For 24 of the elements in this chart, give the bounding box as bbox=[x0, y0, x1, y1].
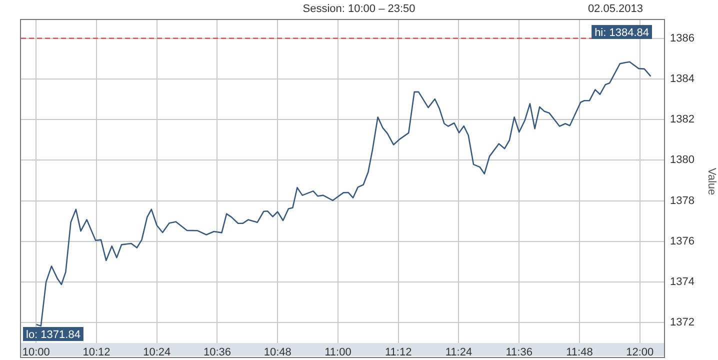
y-tick-label: 1372 bbox=[670, 316, 694, 329]
x-tick-label: 10:12 bbox=[82, 346, 110, 359]
x-tick-label: 11:24 bbox=[445, 346, 472, 359]
annotation: lo: 1371.84 bbox=[26, 329, 80, 342]
x-tick-label: 11:36 bbox=[506, 346, 532, 359]
x-tick-label: 10:36 bbox=[203, 346, 231, 359]
y-tick-label: 1374 bbox=[670, 276, 694, 288]
x-tick-label: 10:48 bbox=[264, 346, 292, 359]
x-tick-label: 11:12 bbox=[384, 346, 412, 359]
x-tick-label: 11:00 bbox=[324, 346, 352, 359]
y-tick-label: 1384 bbox=[670, 72, 694, 85]
y-tick-label: 1380 bbox=[670, 154, 694, 166]
chart-title: Session: 10:00 – 23:50 bbox=[302, 3, 416, 15]
y-tick-label: 1378 bbox=[670, 194, 694, 207]
y-tick-label: 1376 bbox=[670, 235, 694, 248]
x-tick-label: 10:24 bbox=[143, 346, 171, 359]
annotation: hi: 1384.84 bbox=[594, 27, 649, 40]
y-axis-title: Value bbox=[705, 168, 718, 196]
x-tick-label: 10:00 bbox=[22, 346, 50, 359]
x-tick-label: 11:48 bbox=[566, 346, 593, 359]
chart-subtitle: 02.05.2013 bbox=[588, 3, 643, 15]
y-tick-label: 1382 bbox=[670, 114, 694, 126]
x-tick-label: 12:00 bbox=[626, 346, 654, 359]
y-tick-label: 1386 bbox=[670, 32, 694, 44]
